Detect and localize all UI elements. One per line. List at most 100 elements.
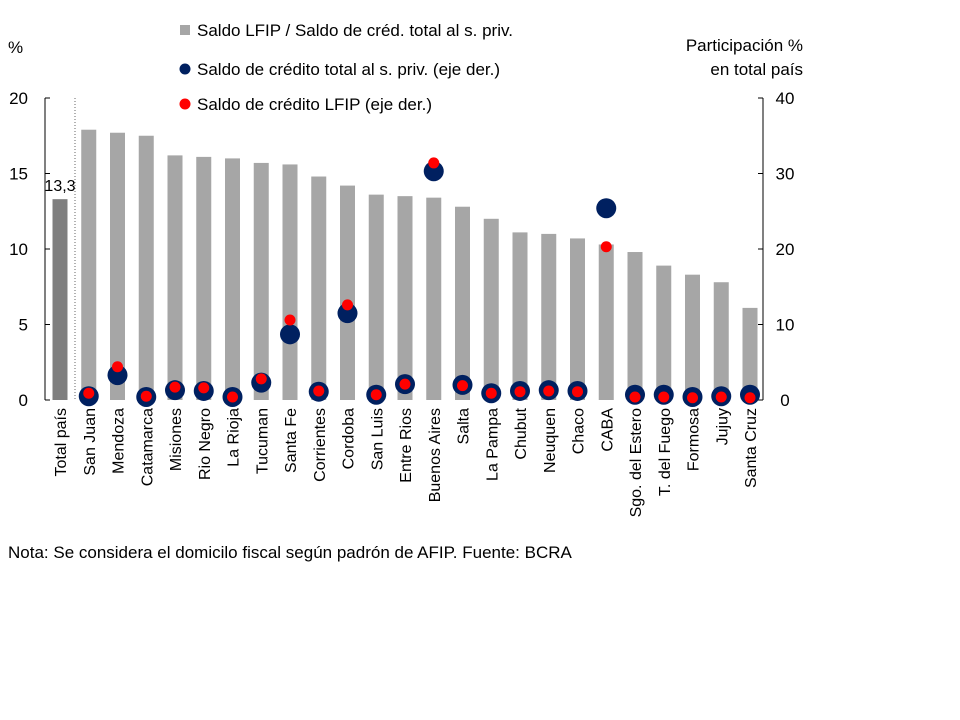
point-credito-total [280, 324, 300, 345]
category-label: Formosa [686, 408, 703, 471]
point-credito-lfip [198, 382, 210, 394]
point-credito-lfip [284, 314, 296, 326]
right-tick-label: 40 [776, 89, 795, 108]
category-label: Rio Negro [197, 408, 214, 480]
category-label: San Luis [369, 408, 386, 470]
point-credito-lfip [485, 387, 497, 399]
category-label: Chubut [513, 407, 530, 459]
category-label: Santa Cruz [743, 408, 760, 488]
point-credito-lfip [687, 392, 698, 404]
data-label: 13,3 [44, 178, 75, 195]
bar-rio-negro [196, 156, 212, 400]
point-credito-lfip [514, 386, 526, 398]
category-label: Sgo. del Estero [628, 408, 645, 518]
point-credito-lfip [543, 385, 555, 397]
legend-label: Saldo de crédito LFIP (eje der.) [197, 95, 432, 114]
point-credito-lfip [744, 392, 756, 404]
point-credito-lfip [83, 387, 95, 399]
category-label: Mendoza [111, 408, 128, 474]
category-label: T. del Fuego [657, 408, 674, 496]
category-label: Buenos Aires [427, 408, 444, 502]
right-tick-label: 20 [776, 240, 795, 259]
point-credito-total [596, 198, 617, 219]
category-label: La Rioja [226, 408, 243, 467]
bar-misiones [167, 155, 183, 400]
bar-entre-rios [397, 196, 413, 400]
point-credito-lfip [457, 380, 468, 392]
point-credito-total [423, 161, 444, 182]
legend-label: Saldo de crédito total al s. priv. (eje … [197, 60, 500, 79]
bar-catamarca [138, 135, 154, 400]
bar-san-juan [81, 129, 97, 400]
category-label: Neuquen [542, 408, 559, 473]
chart-svg: 0 5 10 15 20 0 10 20 30 40% Participación % en tota… [8, 21, 803, 518]
bar-chaco [570, 238, 585, 400]
point-credito-lfip [112, 361, 123, 373]
point-credito-lfip [399, 378, 411, 390]
category-label: Total país [53, 408, 70, 476]
category-label: Entre Rios [398, 408, 415, 483]
category-label: Salta [456, 408, 473, 445]
bar-buenos-aires [426, 197, 442, 400]
left-tick-label: 20 [9, 89, 28, 108]
point-credito-lfip [658, 391, 670, 403]
bar-mendoza [110, 132, 125, 401]
category-label: Santa Fe [283, 408, 300, 473]
category-label: Cordoba [341, 408, 358, 469]
category-label: Catamarca [139, 408, 156, 486]
bar-t-del-fuego [656, 265, 672, 400]
point-credito-total [337, 303, 358, 324]
point-credito-lfip [169, 381, 181, 393]
category-label: CABA [599, 408, 616, 452]
bar-la-pampa [483, 218, 499, 400]
point-credito-lfip [227, 391, 238, 403]
point-credito-lfip [428, 157, 440, 169]
legend-label: Saldo LFIP / Saldo de créd. total al s. … [197, 21, 513, 40]
bar-santa-cruz [742, 307, 758, 400]
bar-caba [598, 244, 614, 400]
bar-corrientes [311, 176, 327, 400]
left-tick-label: 5 [19, 316, 28, 335]
point-credito-lfip [313, 385, 325, 397]
footnote: Nota: Se considera el domicilo fiscal se… [8, 543, 572, 562]
left-axis-unit: % [8, 38, 23, 57]
category-label: Jujuy [714, 408, 731, 445]
bar-la-rioja [225, 158, 240, 400]
right-tick-label: 10 [776, 316, 795, 335]
legend-swatch-dot [179, 98, 191, 110]
left-tick-label: 0 [19, 391, 28, 410]
category-label: Misiones [168, 408, 185, 471]
point-credito-lfip [629, 391, 641, 403]
point-credito-lfip [715, 391, 727, 403]
bar-chubut [512, 232, 528, 400]
legend-swatch-bar [180, 25, 190, 35]
bar-formosa [685, 274, 700, 400]
point-credito-lfip [572, 386, 583, 398]
bar-neuquen [541, 233, 557, 400]
category-label: San Juan [82, 408, 99, 476]
bar-cordoba [340, 185, 355, 400]
category-label: Chaco [571, 408, 588, 454]
right-tick-label: 30 [776, 165, 795, 184]
category-label: La Pampa [484, 408, 501, 481]
category-label: Corrientes [312, 408, 329, 482]
bar-sgo-del-estero [627, 252, 643, 400]
right-tick-label: 0 [780, 391, 789, 410]
category-label: Tucuman [254, 408, 271, 474]
right-axis-label-line1: Participación % [686, 36, 803, 55]
point-credito-lfip [140, 390, 152, 402]
point-credito-lfip [370, 389, 382, 401]
point-credito-lfip [255, 373, 267, 385]
point-credito-lfip [600, 241, 612, 253]
left-tick-label: 15 [9, 165, 28, 184]
legend-swatch-dot [179, 63, 191, 75]
bar-jujuy [713, 282, 729, 400]
bar-tucuman [253, 162, 269, 400]
bar-san-luis [368, 194, 384, 400]
point-credito-total [107, 365, 128, 386]
bar-salta [455, 206, 470, 400]
right-axis-label-line2: en total país [710, 60, 803, 79]
left-tick-label: 10 [9, 240, 28, 259]
bar-total-pa-s [52, 199, 68, 400]
